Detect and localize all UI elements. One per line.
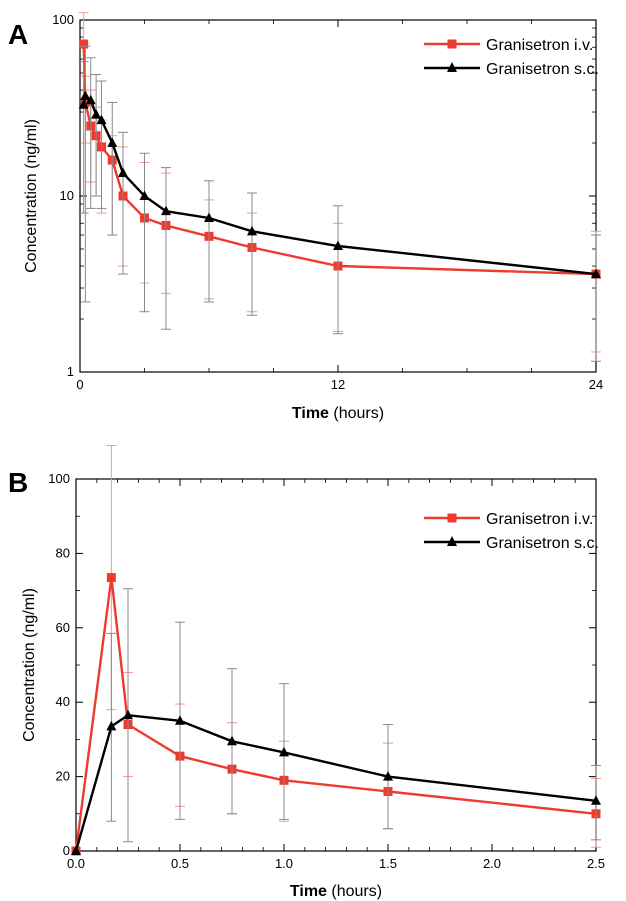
chart-a-legend-entry-sc-label: Granisetron s.c.	[486, 61, 599, 78]
chart-b-x-axis-title: Time (hours)	[290, 883, 382, 900]
chart-a-series-sc-point	[78, 99, 89, 109]
chart-b-x-tick-label: 0.5	[171, 856, 189, 871]
chart-b-y-tick-label: 20	[56, 769, 70, 784]
chart-b-legend-entry-iv-label: Granisetron i.v.	[486, 511, 593, 528]
chart-b-x-tick-label: 1.5	[379, 856, 397, 871]
chart-b-legend-entry-sc-label-main: Granisetron	[486, 535, 570, 552]
chart-a-x-axis-title: Time (hours)	[292, 405, 384, 422]
chart-b-series-sc-point	[123, 709, 133, 720]
chart-a-series-sc-point	[91, 109, 102, 119]
chart-a-legend: Granisetron i.v.Granisetron s.c.	[424, 37, 599, 78]
chart-a-x-tick-label: 12	[331, 377, 345, 392]
chart-a-series-sc-point	[107, 137, 118, 148]
chart-b-y-tick-label: 80	[56, 545, 70, 560]
chart-b-x-tick-label: 2.5	[587, 856, 605, 871]
chart-a-x-tick-label: 0	[76, 377, 83, 392]
chart-a-x-axis-title-unit: (hours)	[333, 405, 384, 422]
chart-b-legend-entry-iv-marker	[447, 513, 457, 523]
chart-b-series-sc-point	[71, 845, 81, 855]
chart-b-x-axis-title-unit: (hours)	[331, 883, 382, 900]
chart-a-legend-entry-sc-label-route: s.c.	[574, 61, 599, 78]
chart-panel-a: A 1 10 100 0 12 24 Time (hours) Concentration (n…	[0, 0, 626, 440]
chart-a-series-sc-point	[247, 225, 257, 236]
chart-a-y-axis-title: Concentration (ng/ml)	[23, 119, 40, 273]
chart-b-series-sc-point	[383, 771, 393, 781]
chart-b-legend-entry-sc-label: Granisetron s.c.	[486, 535, 599, 552]
chart-a-legend-entry-iv-label-main: Granisetron	[486, 37, 570, 54]
chart-a-series-sc-point	[204, 212, 214, 222]
chart-a-series-sc-point	[591, 268, 601, 279]
chart-a-series-iv-point	[79, 39, 89, 49]
chart-panel-b: B 0 20 40 60 80 100 0.0 0.5 1.0 1.5 2.0 2.5 Time (hou…	[0, 440, 626, 901]
chart-b-series-sc	[71, 588, 601, 855]
chart-b-panel-label: B	[8, 467, 28, 498]
chart-b-x-axis-title-main: Time	[290, 883, 327, 900]
chart-b-legend-entry-iv-label-main: Granisetron	[486, 511, 570, 528]
chart-b-y-tick-label: 60	[56, 620, 70, 635]
chart-b-y-tick-label: 100	[48, 471, 70, 486]
chart-b-series-iv-point	[106, 573, 116, 583]
chart-a-y-tick-label: 100	[52, 12, 74, 27]
chart-a-series-iv-line	[82, 44, 597, 276]
chart-b-legend-entry-iv-label-route: i.v.	[574, 511, 593, 528]
chart-b-series-sc-point	[175, 715, 185, 725]
chart-b-series-sc-point	[106, 720, 117, 731]
chart-a-x-axis-title-main: Time	[292, 405, 329, 422]
chart-a-panel-label: A	[8, 19, 28, 50]
chart-b-series-iv	[71, 445, 601, 856]
chart-b-y-tick-label: 40	[56, 694, 70, 709]
chart-a-series-sc-point	[96, 114, 107, 125]
chart-a-series-sc-point	[80, 90, 91, 100]
chart-b-series-sc-point	[591, 795, 601, 805]
chart-b-x-tick-label: 0.0	[67, 856, 85, 871]
chart-b-x-tick-label: 1.0	[275, 856, 293, 871]
chart-a-legend-entry-iv-marker	[447, 39, 457, 49]
chart-a-legend-entry-iv-label: Granisetron i.v.	[486, 37, 593, 54]
chart-b-series-iv-line	[74, 577, 597, 852]
chart-b-series-sc-point	[279, 746, 289, 757]
chart-b-svg: B 0 20 40 60 80 100 0.0 0.5 1.0 1.5 2.0 2.5 Time (hou…	[8, 445, 605, 900]
chart-a-series-sc-point	[333, 240, 343, 250]
chart-b-series-sc-point	[227, 735, 237, 746]
chart-a-legend-entry-sc-label-main: Granisetron	[486, 61, 570, 78]
chart-a-series-sc-point	[161, 205, 171, 216]
chart-a-legend-entry-iv-label-route: i.v.	[574, 37, 593, 54]
chart-a-y-tick-label: 1	[67, 364, 74, 379]
chart-a-y-tick-label: 10	[60, 188, 74, 203]
chart-a-series-sc-point	[139, 190, 150, 200]
chart-a-series-sc-point	[118, 167, 128, 178]
chart-a-series-sc	[78, 45, 601, 362]
chart-a-x-tick-label: 24	[589, 377, 603, 392]
chart-a-legend-entry-sc-marker	[447, 62, 457, 72]
chart-b-x-tick-label: 2.0	[483, 856, 501, 871]
chart-b-legend-entry-sc-label-route: s.c.	[574, 535, 599, 552]
chart-b-y-axis-title: Concentration (ng/ml)	[21, 588, 38, 742]
chart-b-legend: Granisetron i.v.Granisetron s.c.	[424, 511, 599, 552]
chart-b-y-tick-label: 0	[63, 843, 70, 858]
chart-a-series-sc-point	[85, 94, 96, 105]
chart-b-legend-entry-sc-marker	[447, 536, 457, 546]
chart-a-svg: A 1 10 100 0 12 24 Time (hours) Concentration (n…	[8, 12, 603, 422]
chart-b-series-sc-line	[74, 713, 597, 852]
